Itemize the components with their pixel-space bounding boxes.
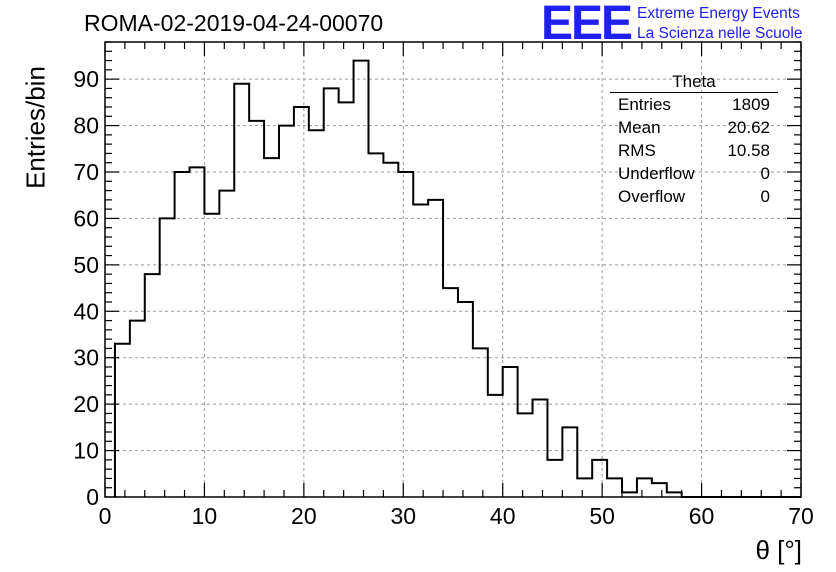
- histogram-bin: [309, 130, 324, 497]
- stats-value: 1809: [732, 95, 770, 114]
- stats-value: 0: [760, 164, 770, 183]
- stats-value: 20.62: [727, 118, 770, 137]
- histogram-bin: [518, 413, 533, 497]
- histogram-bin: [577, 478, 592, 497]
- y-tick-label: 80: [73, 113, 99, 139]
- y-tick-label: 30: [73, 345, 99, 371]
- histogram-bin: [368, 153, 383, 497]
- stats-label: Entries: [618, 95, 671, 114]
- grid-lines: [105, 42, 801, 497]
- chart-title: ROMA-02-2019-04-24-00070: [84, 10, 384, 36]
- eee-logo: EEE: [541, 0, 633, 50]
- histogram-bin: [413, 205, 428, 498]
- axes: 0 10 20 30 40 50 60 70 0 10 20 30 40 50 60 70 80 90: [73, 41, 814, 529]
- x-tick-label: 40: [490, 503, 516, 529]
- histogram-bin: [145, 274, 160, 497]
- y-tick-label: 20: [73, 391, 99, 417]
- histogram-bin: [398, 172, 413, 497]
- histogram-bin: [443, 288, 458, 497]
- histogram-bin: [592, 460, 607, 497]
- histogram-bin: [488, 395, 503, 497]
- histogram-bin: [324, 88, 339, 497]
- x-tick-label: 10: [192, 503, 218, 529]
- histogram-line: [113, 59, 801, 498]
- stats-label: Underflow: [618, 164, 695, 183]
- histogram-bin: [294, 107, 309, 497]
- x-tick-label: 50: [589, 503, 615, 529]
- y-axis-label: Entries/bin: [20, 66, 51, 189]
- histogram-bin: [533, 400, 548, 498]
- histogram-bin: [607, 478, 622, 497]
- logo-caption-line2: La Scienza nelle Scuole: [637, 25, 803, 42]
- histogram-bin: [428, 200, 443, 497]
- histogram-bin: [249, 121, 264, 497]
- y-tick-label: 40: [73, 298, 99, 324]
- stats-value: 10.58: [727, 141, 770, 160]
- histogram-bin: [503, 367, 518, 497]
- histogram-bin: [175, 172, 190, 497]
- stats-label: Mean: [618, 118, 661, 137]
- stats-row: Entries 1809: [610, 93, 778, 116]
- histogram-bin: [473, 348, 488, 497]
- histogram-bin: [234, 84, 249, 497]
- x-tick-label: 20: [291, 503, 317, 529]
- stats-row: RMS 10.58: [610, 139, 778, 162]
- x-tick-label: 0: [99, 503, 112, 529]
- y-tick-label: 0: [86, 484, 99, 510]
- histogram-bin: [562, 427, 577, 497]
- histogram-bin: [652, 483, 667, 497]
- histogram-bin: [339, 102, 354, 497]
- histogram-bin: [354, 61, 369, 497]
- stats-row: Overflow 0: [610, 185, 778, 208]
- x-tick-label: 60: [689, 503, 715, 529]
- stats-box: Theta Entries 1809 Mean 20.62 RMS 10.58 Und…: [610, 72, 778, 208]
- stats-row: Mean 20.62: [610, 116, 778, 139]
- y-tick-label: 90: [73, 66, 99, 92]
- plot-frame: [104, 41, 802, 498]
- y-tick-label: 10: [73, 438, 99, 464]
- histogram-bin: [547, 460, 562, 497]
- stats-row: Underflow 0: [610, 162, 778, 185]
- y-tick-label: 50: [73, 252, 99, 278]
- x-tick-label: 30: [390, 503, 416, 529]
- histogram-bin: [204, 214, 219, 497]
- histogram-bin: [130, 321, 145, 497]
- y-tick-label: 60: [73, 205, 99, 231]
- histogram-series: [113, 59, 801, 498]
- y-tick-label: 70: [73, 159, 99, 185]
- histogram-bin: [115, 344, 130, 497]
- stats-value: 0: [760, 187, 770, 206]
- logo-caption: Extreme Energy Events La Scienza nelle S…: [637, 4, 802, 44]
- x-axis-label: θ [°]: [755, 535, 802, 565]
- stats-label: Overflow: [618, 187, 686, 206]
- histogram-bin: [637, 478, 652, 497]
- stats-title: Theta: [610, 72, 778, 93]
- histogram-bin: [383, 163, 398, 497]
- logo-caption-line1: Extreme Energy Events: [637, 5, 800, 22]
- stats-label: RMS: [618, 141, 656, 160]
- histogram-bin: [190, 167, 205, 497]
- histogram-bin: [458, 302, 473, 497]
- x-tick-label: 70: [788, 503, 814, 529]
- histogram-bin: [264, 158, 279, 497]
